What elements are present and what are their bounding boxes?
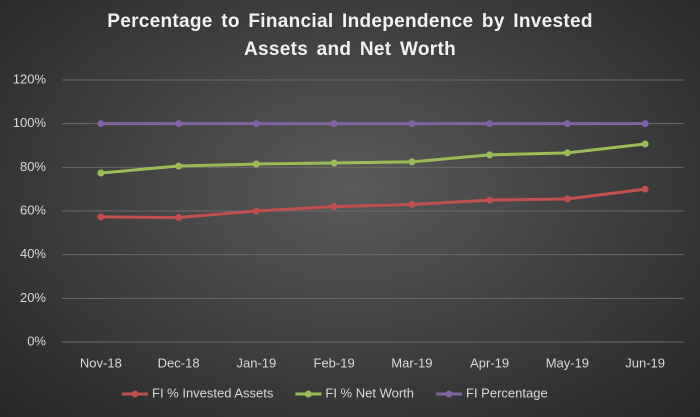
y-tick-label: 120% bbox=[13, 71, 47, 86]
legend-label: FI % Invested Assets bbox=[152, 385, 274, 400]
legend-label: FI Percentage bbox=[466, 385, 548, 400]
chart-title: Percentage to Financial Independence by … bbox=[107, 11, 593, 60]
point bbox=[330, 159, 338, 167]
legend-marker bbox=[304, 390, 312, 398]
point bbox=[486, 120, 494, 128]
legend-marker bbox=[131, 390, 139, 398]
point bbox=[97, 213, 105, 221]
point bbox=[97, 169, 105, 177]
point bbox=[641, 185, 649, 193]
x-tick-label: May-19 bbox=[546, 355, 589, 370]
y-tick-label: 0% bbox=[27, 333, 46, 348]
point bbox=[408, 200, 416, 208]
point bbox=[486, 151, 494, 159]
point bbox=[330, 120, 338, 128]
x-tick-label: Mar-19 bbox=[391, 355, 432, 370]
series-line bbox=[100, 187, 646, 220]
point bbox=[252, 207, 260, 215]
point bbox=[175, 120, 183, 128]
point bbox=[563, 195, 571, 203]
x-tick-label: Apr-19 bbox=[470, 355, 509, 370]
y-tick-label: 100% bbox=[13, 115, 47, 130]
legend-marker bbox=[445, 390, 453, 398]
series-line bbox=[100, 142, 646, 175]
point bbox=[408, 120, 416, 128]
point bbox=[563, 149, 571, 157]
y-tick-label: 40% bbox=[20, 246, 46, 261]
point bbox=[641, 140, 649, 148]
y-tick-label: 20% bbox=[20, 290, 46, 305]
x-tick-label: Nov-18 bbox=[80, 355, 122, 370]
point bbox=[641, 120, 649, 128]
point bbox=[175, 214, 183, 222]
x-tick-label: Dec-18 bbox=[158, 355, 200, 370]
point bbox=[330, 203, 338, 211]
point bbox=[252, 160, 260, 168]
point bbox=[486, 196, 494, 204]
x-tick-label: Feb-19 bbox=[314, 355, 355, 370]
point bbox=[563, 120, 571, 128]
legend-label: FI % Net Worth bbox=[325, 385, 414, 400]
point bbox=[252, 120, 260, 128]
y-tick-label: 60% bbox=[20, 202, 46, 217]
point bbox=[97, 120, 105, 128]
x-tick-label: Jun-19 bbox=[625, 355, 665, 370]
x-tick-label: Jan-19 bbox=[237, 355, 277, 370]
point bbox=[175, 162, 183, 170]
y-tick-label: 80% bbox=[20, 159, 46, 174]
point bbox=[408, 158, 416, 166]
